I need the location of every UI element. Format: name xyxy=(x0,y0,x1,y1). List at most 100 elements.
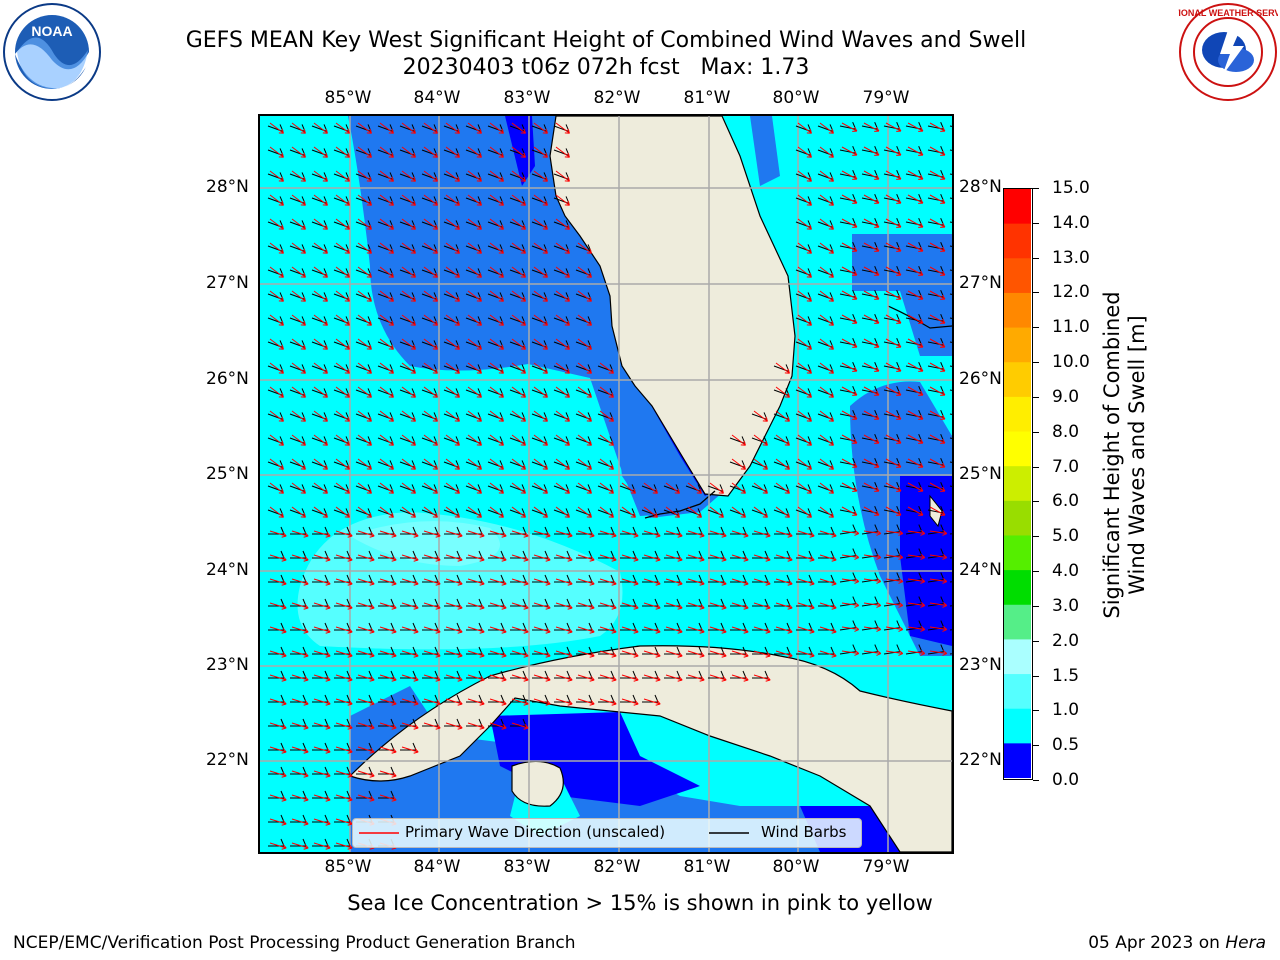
wave-direction-arrow xyxy=(907,410,924,420)
wave-direction-arrow xyxy=(357,650,375,658)
wave-direction-arrow xyxy=(665,650,683,658)
wave-direction-arrow xyxy=(313,722,331,730)
lon-label-bottom: 82°W xyxy=(593,857,641,877)
wave-direction-arrow xyxy=(291,410,307,422)
wave-direction-arrow xyxy=(929,194,946,204)
wave-direction-arrow xyxy=(467,218,483,230)
colorbar-tick-mark xyxy=(1033,745,1039,747)
wave-direction-arrow xyxy=(533,674,551,682)
wave-direction-arrow xyxy=(511,458,527,470)
wave-direction-arrow xyxy=(907,362,924,372)
wave-direction-arrow xyxy=(357,338,373,350)
wave-direction-arrow xyxy=(753,530,771,538)
wave-direction-arrow xyxy=(489,434,505,446)
wave-direction-arrow xyxy=(511,122,527,134)
colorbar-tick-mark xyxy=(1033,780,1039,781)
wave-direction-arrow xyxy=(467,674,485,682)
wave-direction-arrow xyxy=(489,602,507,610)
wave-direction-arrow xyxy=(379,626,397,634)
wave-direction-arrow xyxy=(863,530,882,536)
colorbar-swatch xyxy=(1004,639,1031,675)
wave-direction-arrow xyxy=(907,170,924,180)
wave-direction-arrow xyxy=(401,626,419,634)
colorbar-tick-label: 6.0 xyxy=(1052,491,1080,512)
wave-direction-arrow xyxy=(885,266,902,276)
wave-direction-arrow xyxy=(357,170,373,182)
wave-direction-arrow xyxy=(841,338,858,348)
colorbar-swatch xyxy=(1004,743,1031,778)
wave-direction-arrow xyxy=(379,650,397,658)
wave-direction-arrow xyxy=(533,578,551,586)
wave-direction-arrow xyxy=(929,266,946,276)
wave-direction-arrow xyxy=(753,674,771,682)
wave-direction-arrow xyxy=(797,146,813,158)
wave-direction-arrow xyxy=(489,410,505,422)
wave-direction-arrow xyxy=(269,818,287,826)
wave-direction-arrow xyxy=(841,602,860,608)
wave-direction-arrow xyxy=(775,458,791,470)
wave-direction-arrow xyxy=(621,578,639,586)
wave-direction-arrow xyxy=(819,482,835,494)
wave-direction-arrow xyxy=(489,554,507,562)
colorbar-label-line2: Wind Waves and Swell [m] xyxy=(1125,315,1149,595)
wave-direction-arrow xyxy=(929,410,946,420)
wave-direction-arrow xyxy=(445,434,461,446)
wave-direction-arrow xyxy=(841,314,858,324)
wave-direction-arrow xyxy=(753,578,771,586)
lon-label-bottom: 80°W xyxy=(772,857,820,877)
wave-direction-arrow xyxy=(401,290,417,302)
wave-direction-arrow xyxy=(753,602,771,610)
colorbar-tick-mark xyxy=(1033,675,1039,677)
wave-direction-arrow xyxy=(291,242,307,254)
wave-direction-arrow xyxy=(291,434,307,446)
wave-direction-arrow xyxy=(533,506,549,518)
wave-direction-arrow xyxy=(269,674,287,682)
wave-direction-arrow xyxy=(621,506,637,518)
wave-direction-arrow xyxy=(577,554,595,562)
wave-direction-arrow xyxy=(885,242,902,252)
wave-direction-arrow xyxy=(379,146,395,158)
wave-direction-arrow xyxy=(533,194,549,206)
wave-direction-arrow xyxy=(511,362,527,374)
wave-direction-arrow xyxy=(599,698,617,706)
wave-direction-arrow xyxy=(401,266,417,278)
wave-direction-arrow xyxy=(335,170,351,182)
wave-direction-arrow xyxy=(797,122,813,134)
wave-direction-arrow xyxy=(379,338,395,350)
lat-label-right: 28°N xyxy=(959,177,1002,197)
wave-direction-arrow xyxy=(313,170,329,182)
wave-direction-arrow xyxy=(533,458,549,470)
wave-direction-arrow xyxy=(753,650,771,658)
wave-direction-arrow xyxy=(863,650,882,656)
wave-direction-arrow xyxy=(885,650,904,656)
colorbar-tick-label: 7.0 xyxy=(1052,456,1080,477)
colorbar-tick-mark xyxy=(1033,571,1039,573)
colorbar-tick-label: 8.0 xyxy=(1052,421,1080,442)
wave-direction-arrow xyxy=(885,530,904,536)
wave-direction-arrow xyxy=(401,746,419,754)
colorbar-swatch xyxy=(1004,292,1031,329)
wave-direction-arrow xyxy=(357,746,375,754)
wave-direction-arrow xyxy=(665,530,683,538)
wave-direction-arrow xyxy=(643,602,661,610)
wave-direction-arrow xyxy=(511,722,529,730)
wave-direction-arrow xyxy=(379,122,395,134)
wave-direction-arrow xyxy=(797,314,813,326)
lon-label-bottom: 79°W xyxy=(862,857,910,877)
wave-direction-arrow xyxy=(929,506,946,516)
wave-direction-arrow xyxy=(511,674,529,682)
wave-direction-arrow xyxy=(621,530,639,538)
wave-direction-arrow xyxy=(357,290,373,302)
wave-direction-arrow xyxy=(291,290,307,302)
wave-direction-arrow xyxy=(621,674,639,682)
wave-direction-arrow xyxy=(379,218,395,230)
wave-direction-arrow xyxy=(577,602,595,610)
wave-direction-arrow xyxy=(379,578,397,586)
wave-direction-arrow xyxy=(379,602,397,610)
lon-label-top: 84°W xyxy=(413,88,461,108)
wave-direction-arrow xyxy=(269,290,285,302)
wave-direction-arrow xyxy=(841,290,858,300)
wave-direction-arrow xyxy=(577,650,595,658)
wave-direction-arrow xyxy=(841,194,858,204)
wave-direction-arrow xyxy=(841,410,858,420)
